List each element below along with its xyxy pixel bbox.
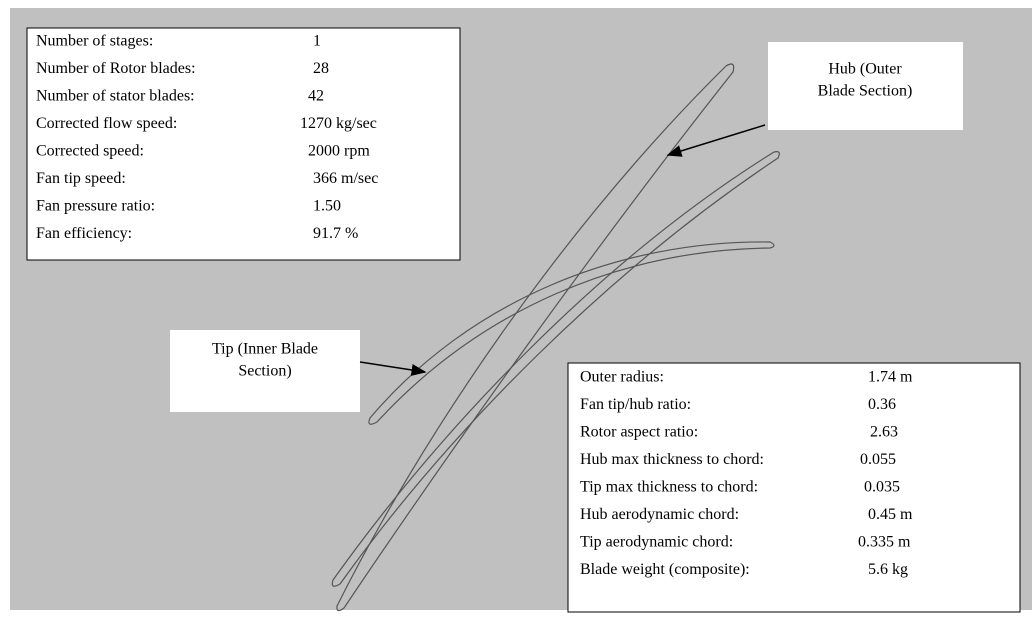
- spec-value: 91.7 %: [313, 225, 358, 242]
- callout-text: Blade Section): [818, 83, 913, 100]
- spec-label: Number of Rotor blades:: [36, 60, 196, 77]
- spec-label: Hub max thickness to chord:: [580, 451, 764, 468]
- spec-value: 0.45 m: [868, 506, 913, 523]
- content: Number of stages: 1 Number of Rotor blades…: [36, 33, 913, 579]
- blade-mid: [331, 151, 780, 587]
- spec-label: Hub aerodynamic chord:: [580, 506, 739, 523]
- arrow-tip: [359, 361, 427, 376]
- spec-label: Rotor aspect ratio:: [580, 424, 698, 441]
- spec-value: 0.36: [868, 396, 896, 413]
- callout-text: Section): [238, 363, 291, 380]
- spec-label: Outer radius:: [580, 369, 664, 386]
- spec-label: Blade weight (composite):: [580, 561, 750, 578]
- spec-label: Fan pressure ratio:: [36, 198, 155, 215]
- callout-tip-box: [170, 330, 360, 412]
- spec-value: 366 m/sec: [313, 170, 378, 187]
- specs-right-box: [567, 362, 1021, 613]
- spec-label: Number of stages:: [36, 33, 153, 50]
- callout-text: Tip (Inner Blade: [212, 341, 318, 358]
- spec-label: Corrected flow speed:: [36, 115, 177, 132]
- spec-label: Tip aerodynamic chord:: [580, 534, 733, 551]
- spec-label: Number of stator blades:: [36, 88, 195, 105]
- spec-label: Fan efficiency:: [36, 225, 132, 242]
- spec-value: 1270 kg/sec: [300, 115, 377, 132]
- spec-label: Tip max thickness to chord:: [580, 479, 758, 496]
- spec-value: 0.035: [864, 479, 900, 496]
- spec-label: Fan tip/hub ratio:: [580, 396, 691, 413]
- spec-value: 42: [308, 88, 324, 105]
- spec-value: 1.74 m: [868, 369, 913, 386]
- callout-hub-box: [768, 42, 963, 130]
- spec-value: 1.50: [313, 198, 341, 215]
- spec-value: 0.055: [860, 451, 896, 468]
- spec-value: 2.63: [870, 424, 898, 441]
- spec-value: 28: [313, 60, 329, 77]
- specs-left-box: [26, 27, 461, 261]
- spec-value: 1: [313, 33, 321, 50]
- spec-value: 0.335 m: [858, 534, 911, 551]
- blade-hub: [336, 63, 735, 612]
- spec-value: 5.6 kg: [868, 561, 908, 578]
- callout-text: Hub (Outer: [828, 61, 902, 78]
- blades: [331, 63, 780, 612]
- blade-tip: [368, 241, 775, 425]
- spec-label: Corrected speed:: [36, 143, 144, 160]
- spec-value: 2000 rpm: [308, 143, 370, 160]
- arrow-hub: [666, 124, 766, 157]
- spec-label: Fan tip speed:: [36, 170, 126, 187]
